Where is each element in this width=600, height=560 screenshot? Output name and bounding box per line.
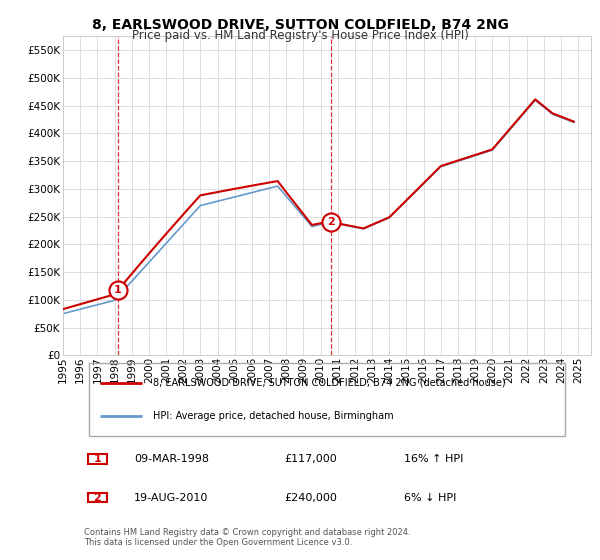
Text: 09-MAR-1998: 09-MAR-1998: [134, 454, 209, 464]
Text: Price paid vs. HM Land Registry's House Price Index (HPI): Price paid vs. HM Land Registry's House …: [131, 29, 469, 42]
Bar: [88, 493, 107, 502]
Text: 8, EARLSWOOD DRIVE, SUTTON COLDFIELD, B74 2NG (detached house): 8, EARLSWOOD DRIVE, SUTTON COLDFIELD, B7…: [153, 378, 505, 388]
Text: 8, EARLSWOOD DRIVE, SUTTON COLDFIELD, B74 2NG: 8, EARLSWOOD DRIVE, SUTTON COLDFIELD, B7…: [92, 18, 508, 32]
Text: 1: 1: [114, 286, 122, 295]
Text: 6% ↓ HPI: 6% ↓ HPI: [404, 493, 456, 503]
Bar: [89, 363, 565, 436]
Text: Contains HM Land Registry data © Crown copyright and database right 2024.
This d: Contains HM Land Registry data © Crown c…: [84, 528, 411, 547]
Bar: [88, 454, 107, 464]
Text: 2: 2: [94, 493, 101, 503]
Text: £240,000: £240,000: [285, 493, 338, 503]
Text: 16% ↑ HPI: 16% ↑ HPI: [404, 454, 463, 464]
Text: 19-AUG-2010: 19-AUG-2010: [134, 493, 209, 503]
Text: 2: 2: [328, 217, 335, 227]
Text: HPI: Average price, detached house, Birmingham: HPI: Average price, detached house, Birm…: [153, 412, 394, 422]
Text: 1: 1: [94, 454, 101, 464]
Text: £117,000: £117,000: [285, 454, 338, 464]
